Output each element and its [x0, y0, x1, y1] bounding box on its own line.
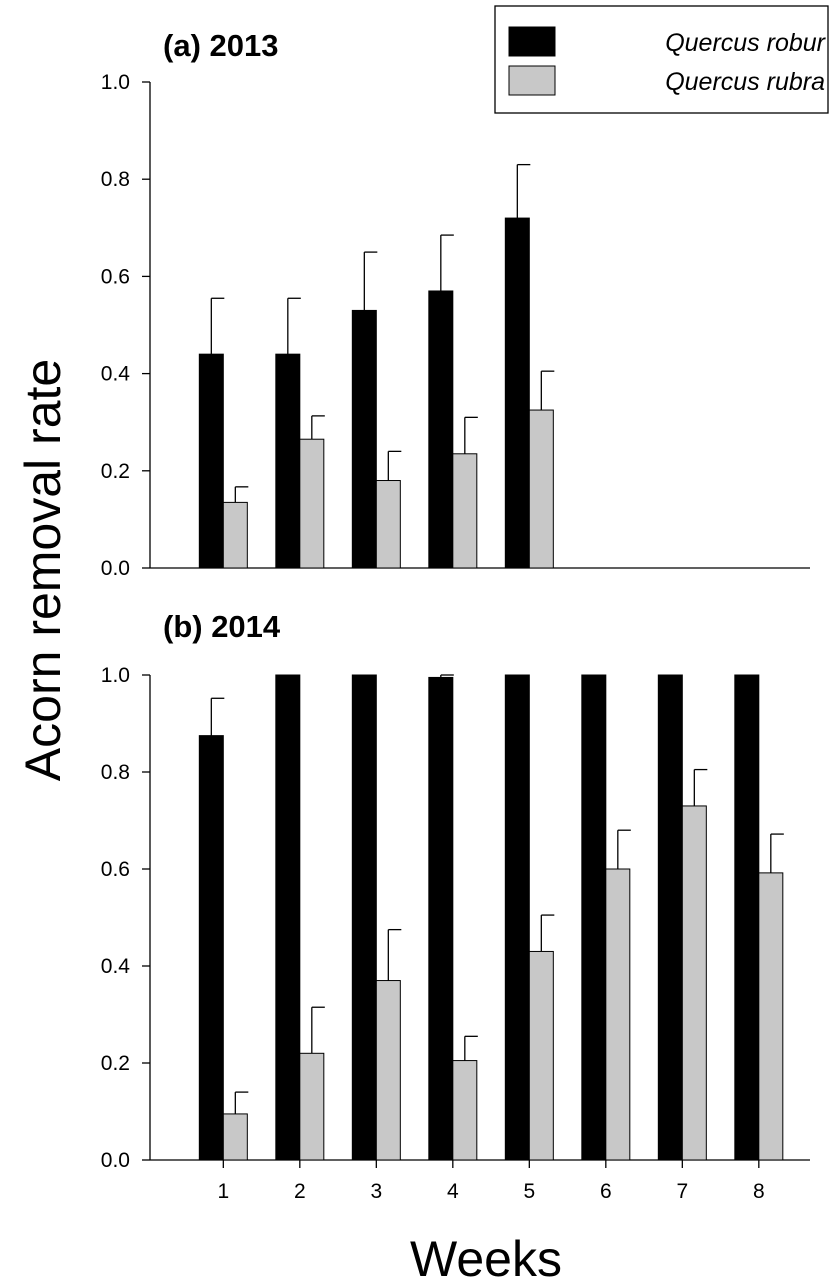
panel-a-plot: 0.0 0.2 0.4 0.6 0.8 1.0: [101, 71, 810, 580]
x-tick-label: 8: [753, 1180, 765, 1203]
bar-quercus-robur: [275, 674, 301, 1161]
bar-quercus-robur: [351, 674, 377, 1161]
bar-quercus-rubra: [299, 438, 325, 569]
legend: Quercus robur Quercus rubra: [494, 5, 829, 114]
legend-label-quercus-robur: Quercus robur: [665, 29, 826, 57]
bar-quercus-rubra: [758, 872, 784, 1161]
legend-label-quercus-rubra: Quercus rubra: [665, 68, 825, 96]
panel-b-plot: 0.0 0.2 0.4 0.6 0.8 1.0 1 2 3 4 5 6 7 8: [101, 664, 810, 1203]
bar-quercus-rubra: [222, 501, 248, 569]
bar-quercus-rubra: [375, 480, 401, 569]
y-tick-label: 0.6: [101, 265, 130, 288]
y-tick-label: 1.0: [101, 71, 130, 94]
x-tick-label: 7: [676, 1180, 688, 1203]
y-tick-label: 0.4: [101, 363, 131, 386]
bar-quercus-robur: [657, 674, 683, 1161]
bar-quercus-robur: [428, 676, 454, 1161]
x-tick-label: 4: [447, 1180, 459, 1203]
bar-quercus-robur: [428, 290, 454, 569]
bar-quercus-rubra: [299, 1052, 325, 1161]
panel-b-title: (b) 2014: [163, 609, 281, 644]
bar-quercus-rubra: [528, 950, 554, 1161]
legend-box: [494, 5, 829, 114]
legend-swatch-quercus-rubra: [508, 65, 556, 96]
bar-quercus-rubra: [528, 409, 554, 569]
panel-a-title: (a) 2013: [163, 28, 278, 63]
x-tick-label: 3: [370, 1180, 382, 1203]
x-axis-label: Weeks: [410, 1231, 562, 1284]
y-tick-label: 0.2: [101, 1052, 130, 1075]
y-tick-label: 0.6: [101, 858, 130, 881]
bar-quercus-robur: [275, 353, 301, 569]
x-tick-label: 6: [600, 1180, 612, 1203]
bar-quercus-rubra: [222, 1113, 248, 1161]
y-tick-label: 0.0: [101, 557, 130, 580]
x-tick-label: 1: [217, 1180, 229, 1203]
bar-quercus-robur: [198, 735, 224, 1161]
legend-swatch-quercus-robur: [508, 26, 556, 57]
y-tick-label: 0.2: [101, 460, 130, 483]
bar-quercus-robur: [504, 674, 530, 1161]
bar-quercus-robur: [581, 674, 607, 1161]
y-tick-label: 0.8: [101, 761, 130, 784]
x-tick-label: 2: [294, 1180, 306, 1203]
bar-quercus-rubra: [452, 1060, 478, 1161]
bar-quercus-robur: [734, 674, 760, 1161]
bar-quercus-rubra: [375, 980, 401, 1161]
y-axis-label: Acorn removal rate: [15, 359, 71, 781]
bar-quercus-rubra: [605, 868, 631, 1161]
y-tick-label: 0.8: [101, 168, 130, 191]
bar-quercus-robur: [198, 353, 224, 569]
bar-quercus-rubra: [452, 453, 478, 569]
bar-quercus-rubra: [681, 805, 707, 1161]
bar-quercus-robur: [504, 217, 530, 569]
y-tick-label: 0.4: [101, 955, 131, 978]
bar-quercus-robur: [351, 309, 377, 569]
x-tick-label: 5: [523, 1180, 535, 1203]
y-tick-label: 0.0: [101, 1149, 130, 1172]
y-tick-label: 1.0: [101, 664, 130, 687]
